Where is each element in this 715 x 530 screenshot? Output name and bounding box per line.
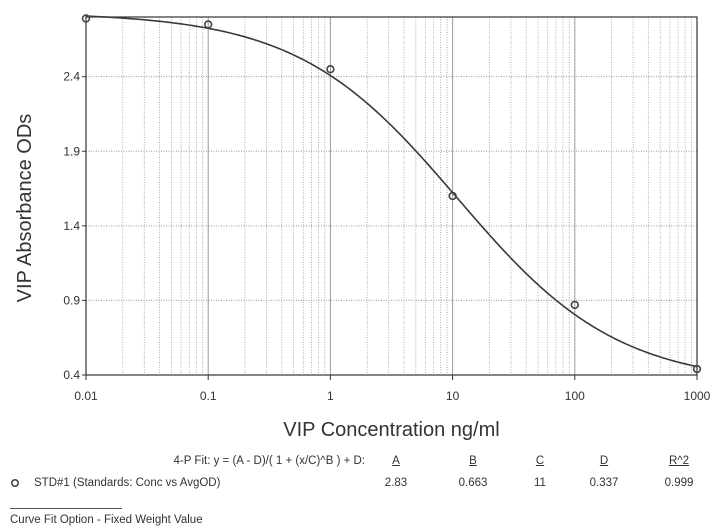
param-header-d: D bbox=[599, 455, 609, 467]
x-tick-label: 0.01 bbox=[74, 389, 98, 403]
data-point bbox=[570, 300, 579, 310]
x-tick-label: 0.1 bbox=[200, 389, 217, 403]
x-tick-labels: 0.01 0.1 1 10 100 1000 bbox=[74, 375, 711, 403]
data-point bbox=[448, 191, 457, 201]
param-value-a: 2.83 bbox=[384, 477, 408, 489]
y-tick-labels: 0.4 0.9 1.4 1.9 2.4 bbox=[63, 70, 86, 382]
param-value-c: 11 bbox=[534, 477, 546, 489]
data-point bbox=[692, 364, 702, 374]
curve-fit-option-note: Curve Fit Option - Fixed Weight Value bbox=[10, 514, 203, 526]
y-tick-label: 1.4 bbox=[63, 219, 80, 233]
x-tick-label: 1000 bbox=[684, 389, 711, 403]
x-tick-label: 10 bbox=[446, 389, 460, 403]
param-value-r2: 0.999 bbox=[664, 477, 694, 489]
series-label: STD#1 (Standards: Conc vs AvgOD) bbox=[34, 477, 221, 489]
y-tick-label: 1.9 bbox=[63, 144, 80, 158]
fit-equation: 4-P Fit: y = (A - D)/( 1 + (x/C)^B ) + D… bbox=[173, 455, 365, 467]
divider bbox=[10, 508, 122, 509]
param-header-b: B bbox=[469, 455, 477, 467]
grid-lines bbox=[85, 17, 697, 376]
data-points bbox=[81, 14, 702, 374]
y-tick-label: 2.4 bbox=[63, 70, 80, 84]
y-tick-label: 0.4 bbox=[63, 368, 80, 382]
chart-svg: 0.01 0.1 1 10 100 1000 0.4 0.9 1.4 1.9 2.4 VIP Co… bbox=[14, 14, 711, 441]
param-value-b: 0.663 bbox=[458, 477, 488, 489]
param-value-d: 0.337 bbox=[589, 477, 619, 489]
data-point bbox=[81, 14, 91, 23]
y-axis-label: VIP Absorbance ODs bbox=[14, 114, 36, 303]
plot-frame bbox=[85, 16, 698, 376]
param-header-c: C bbox=[535, 455, 545, 467]
data-point bbox=[204, 20, 213, 29]
fit-curve bbox=[85, 15, 698, 368]
x-axis-label: VIP Concentration ng/ml bbox=[283, 419, 499, 441]
x-tick-label: 100 bbox=[565, 389, 585, 403]
y-tick-label: 0.9 bbox=[63, 293, 80, 307]
param-header-a: A bbox=[392, 455, 400, 467]
param-header-r2: R^2 bbox=[668, 455, 690, 467]
data-point bbox=[326, 65, 335, 74]
x-tick-label: 1 bbox=[327, 389, 334, 403]
legend-marker-icon bbox=[10, 478, 20, 488]
